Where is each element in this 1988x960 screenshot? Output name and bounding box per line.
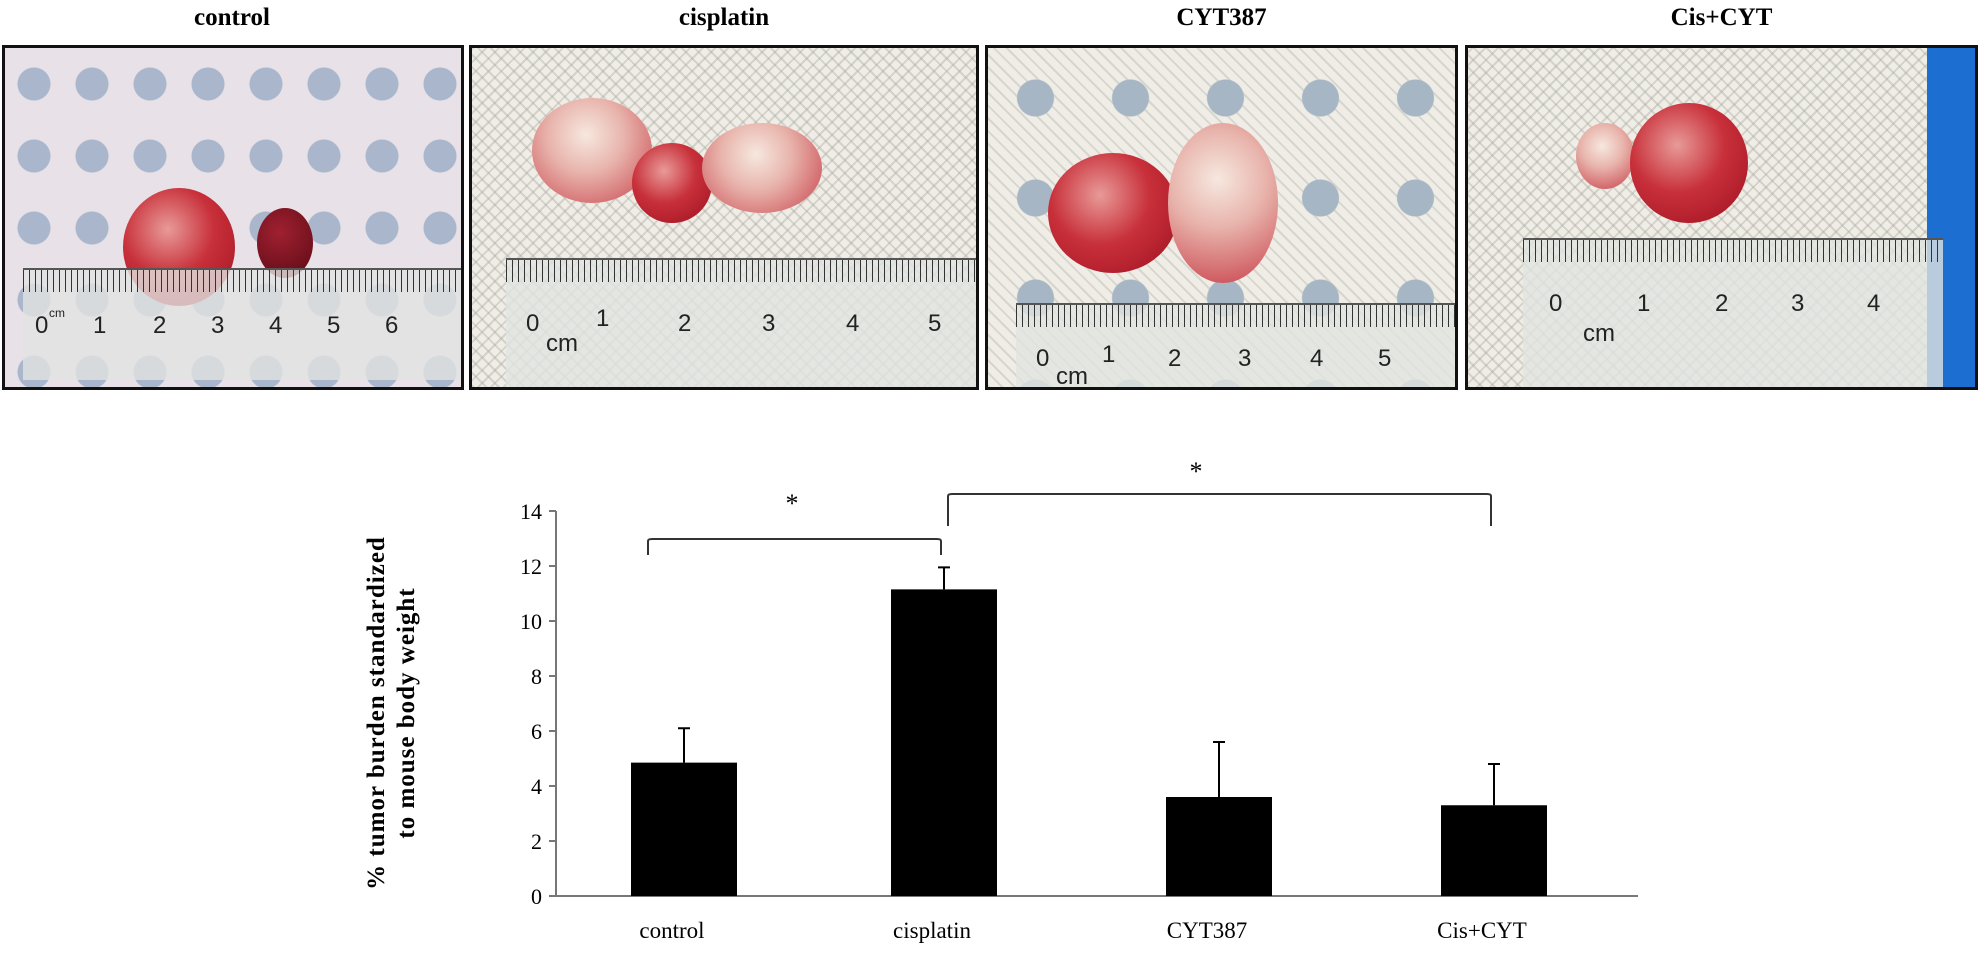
panel-label-cyt387: CYT387 xyxy=(1176,4,1267,31)
significance-bracket xyxy=(947,493,1492,526)
significance-asterisk: * xyxy=(786,489,799,518)
photo-cis-cyt: 0 cm 1 2 3 4 xyxy=(1465,45,1978,390)
x-tick-label: CYT387 xyxy=(1167,918,1248,943)
significance-bracket xyxy=(647,538,942,555)
y-tick-label: 10 xyxy=(520,609,542,634)
y-tick-label: 2 xyxy=(531,829,542,854)
bar-cisplatin xyxy=(891,589,997,896)
y-tick-label: 12 xyxy=(520,554,542,579)
photo-control: 0 cm 1 2 3 4 5 6 xyxy=(2,45,464,390)
photo-cisplatin: 0 cm 1 2 3 4 5 xyxy=(469,45,979,390)
panel-label-cisplatin: cisplatin xyxy=(678,4,770,31)
panel-label-control: control xyxy=(194,4,270,31)
x-tick-label: cisplatin xyxy=(893,918,971,943)
bar-cyt387 xyxy=(1166,797,1272,896)
bar-control xyxy=(631,762,737,896)
y-tick-label: 14 xyxy=(520,499,542,524)
y-tick-label: 0 xyxy=(531,884,542,909)
significance-asterisk: * xyxy=(1190,457,1203,486)
y-tick-label: 8 xyxy=(531,664,542,689)
panel-label-cis-cyt: Cis+CYT xyxy=(1670,4,1773,31)
photo-cyt387: 0 cm 1 2 3 4 5 xyxy=(985,45,1458,390)
y-tick-label: 4 xyxy=(531,774,542,799)
y-tick-label: 6 xyxy=(531,719,542,744)
bar-cis-cyt xyxy=(1441,805,1547,896)
x-tick-label: control xyxy=(639,918,704,943)
x-tick-label: Cis+CYT xyxy=(1437,918,1527,943)
